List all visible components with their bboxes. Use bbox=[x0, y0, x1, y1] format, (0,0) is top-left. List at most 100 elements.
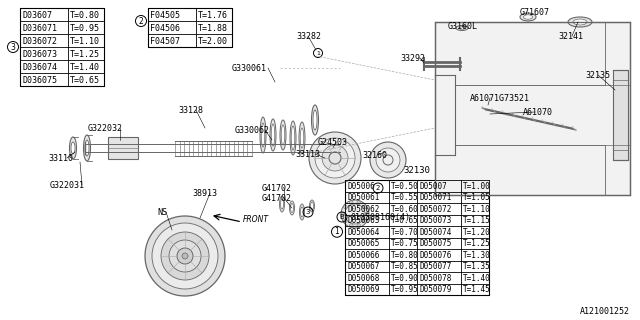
Text: G71607: G71607 bbox=[520, 7, 550, 17]
Circle shape bbox=[344, 219, 347, 223]
Text: 38913: 38913 bbox=[192, 188, 217, 197]
Text: T=1.35: T=1.35 bbox=[463, 262, 491, 271]
Circle shape bbox=[341, 212, 345, 216]
Text: G41702: G41702 bbox=[262, 183, 292, 193]
Text: T=0.90: T=0.90 bbox=[391, 274, 419, 283]
Ellipse shape bbox=[456, 26, 468, 30]
Bar bbox=[148, 8, 232, 47]
Ellipse shape bbox=[280, 196, 285, 212]
Ellipse shape bbox=[459, 27, 465, 29]
Text: T=1.15: T=1.15 bbox=[463, 216, 491, 225]
Circle shape bbox=[357, 224, 360, 227]
Text: D050066: D050066 bbox=[347, 251, 380, 260]
Ellipse shape bbox=[299, 122, 305, 154]
Circle shape bbox=[145, 216, 225, 296]
Ellipse shape bbox=[71, 142, 75, 154]
Text: T=0.80: T=0.80 bbox=[391, 251, 419, 260]
Text: 3: 3 bbox=[11, 43, 15, 52]
Polygon shape bbox=[435, 22, 630, 195]
Circle shape bbox=[365, 212, 369, 216]
Circle shape bbox=[349, 224, 353, 227]
Ellipse shape bbox=[301, 207, 303, 217]
Text: D050063: D050063 bbox=[347, 216, 380, 225]
Ellipse shape bbox=[524, 15, 532, 19]
Ellipse shape bbox=[260, 117, 266, 153]
Text: G3160L: G3160L bbox=[448, 21, 478, 30]
Text: T=1.10: T=1.10 bbox=[70, 37, 100, 46]
Text: D050079: D050079 bbox=[419, 285, 451, 294]
Ellipse shape bbox=[280, 120, 286, 150]
Circle shape bbox=[322, 145, 348, 171]
Text: 2: 2 bbox=[139, 17, 143, 26]
Ellipse shape bbox=[271, 124, 275, 146]
Text: D036072: D036072 bbox=[22, 37, 57, 46]
Circle shape bbox=[182, 253, 188, 259]
Text: 33110: 33110 bbox=[48, 154, 73, 163]
Ellipse shape bbox=[70, 137, 77, 159]
Circle shape bbox=[345, 204, 365, 224]
Text: T=1.30: T=1.30 bbox=[463, 251, 491, 260]
Text: D050076: D050076 bbox=[419, 251, 451, 260]
Text: D050067: D050067 bbox=[347, 262, 380, 271]
Circle shape bbox=[349, 201, 353, 204]
Text: G330062: G330062 bbox=[235, 125, 270, 134]
Text: D050072: D050072 bbox=[419, 205, 451, 214]
Text: T=0.95: T=0.95 bbox=[70, 24, 100, 33]
Text: F04505: F04505 bbox=[150, 11, 180, 20]
Text: 32135: 32135 bbox=[585, 70, 610, 79]
Ellipse shape bbox=[270, 119, 276, 151]
Circle shape bbox=[152, 223, 218, 289]
Text: D050073: D050073 bbox=[419, 216, 451, 225]
Text: D05006: D05006 bbox=[347, 182, 375, 191]
Text: T=0.60: T=0.60 bbox=[391, 205, 419, 214]
Ellipse shape bbox=[291, 126, 295, 150]
Text: 33282: 33282 bbox=[296, 31, 321, 41]
Text: D036073: D036073 bbox=[22, 50, 57, 59]
Ellipse shape bbox=[291, 204, 294, 212]
Text: D050071: D050071 bbox=[419, 193, 451, 202]
Ellipse shape bbox=[568, 17, 592, 27]
Text: G41702: G41702 bbox=[262, 194, 292, 203]
Ellipse shape bbox=[280, 199, 284, 209]
Text: T=1.25: T=1.25 bbox=[70, 50, 100, 59]
Circle shape bbox=[344, 205, 347, 209]
Text: T=0.85: T=0.85 bbox=[391, 262, 419, 271]
Ellipse shape bbox=[520, 13, 536, 21]
Circle shape bbox=[370, 142, 406, 178]
Text: 32141: 32141 bbox=[558, 31, 583, 41]
Ellipse shape bbox=[313, 110, 317, 130]
Text: D050062: D050062 bbox=[347, 205, 380, 214]
Text: FRONT: FRONT bbox=[243, 214, 269, 223]
Text: T=0.80: T=0.80 bbox=[70, 11, 100, 20]
Text: 1: 1 bbox=[335, 227, 339, 236]
Text: G322032: G322032 bbox=[88, 124, 123, 132]
Text: A121001252: A121001252 bbox=[580, 307, 630, 316]
Ellipse shape bbox=[312, 105, 319, 135]
Text: D05007: D05007 bbox=[419, 182, 447, 191]
Text: T=1.45: T=1.45 bbox=[463, 285, 491, 294]
Circle shape bbox=[309, 132, 361, 184]
Text: A61070: A61070 bbox=[523, 108, 553, 116]
Circle shape bbox=[363, 205, 367, 209]
Text: T=0.65: T=0.65 bbox=[70, 76, 100, 85]
Text: T=1.00: T=1.00 bbox=[463, 182, 491, 191]
Text: D050075: D050075 bbox=[419, 239, 451, 248]
Ellipse shape bbox=[310, 200, 314, 212]
Text: G322031: G322031 bbox=[50, 180, 85, 189]
Text: T=1.10: T=1.10 bbox=[463, 205, 491, 214]
Text: T=1.76: T=1.76 bbox=[198, 11, 228, 20]
Ellipse shape bbox=[281, 125, 285, 145]
Text: D03607: D03607 bbox=[22, 11, 52, 20]
Ellipse shape bbox=[85, 140, 89, 156]
Circle shape bbox=[315, 138, 355, 178]
Text: D036075: D036075 bbox=[22, 76, 57, 85]
Text: B: B bbox=[340, 214, 344, 220]
Ellipse shape bbox=[83, 135, 90, 161]
Text: D050068: D050068 bbox=[347, 274, 380, 283]
Ellipse shape bbox=[289, 201, 294, 215]
Ellipse shape bbox=[261, 123, 265, 147]
Ellipse shape bbox=[290, 121, 296, 155]
Text: T=2.00: T=2.00 bbox=[198, 37, 228, 46]
Text: T=1.40: T=1.40 bbox=[70, 63, 100, 72]
Text: 33292: 33292 bbox=[400, 53, 425, 62]
